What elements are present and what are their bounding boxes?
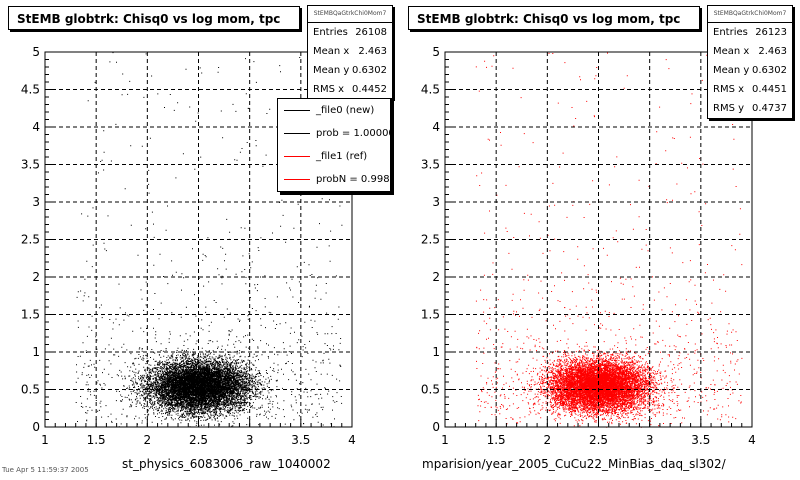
right-scatter-points (475, 52, 743, 428)
left-y-tick-label-2: 1 (32, 345, 40, 359)
right-y-tick-label-1: 0.5 (421, 383, 440, 397)
right-y-tick-label-9: 4.5 (421, 83, 440, 97)
right-y-tick-label-8: 4 (432, 120, 440, 134)
legend-entry-file1: _file1 (ref) (278, 145, 390, 168)
legend-line-prob (284, 133, 310, 134)
right-x-axis: 1 1.5 2 2.5 3 3.5 4 (441, 419, 756, 447)
right-x-tick-label-0: 1 (441, 433, 449, 447)
right-stats-rms-x: RMS x 0.4451 (713, 84, 787, 95)
left-stats-name: StEMBQaGtrkChi0Mom7 (308, 6, 392, 23)
left-x-tick-label-5: 3.5 (291, 433, 310, 447)
right-x-tick-label-5: 3.5 (691, 433, 710, 447)
left-y-tick-label-4: 2 (32, 270, 40, 284)
right-y-tick-label-2: 1 (432, 345, 440, 359)
right-y-axis: 0 0.5 1 1.5 2 2.5 3 3.5 4 4.5 5 (421, 45, 453, 434)
legend-box: _file0 (new) prob = 1.000000 _file1 (ref… (277, 98, 391, 192)
right-y-tick-label-10: 5 (432, 45, 440, 59)
left-x-tick-label-3: 2.5 (189, 433, 208, 447)
left-point-cloud (75, 52, 343, 428)
left-y-tick-label-0: 0 (32, 420, 40, 434)
left-stats-mean-x: Mean x 2.463 (313, 46, 387, 57)
legend-line-probn (284, 179, 310, 180)
right-y-tick-label-4: 2 (432, 270, 440, 284)
right-x-tick-label-2: 2 (544, 433, 552, 447)
left-x-axis: 1 1.5 2 2.5 3 3.5 4 (41, 419, 356, 447)
right-x-axis-title: mparision/year_2005_CuCu22_MinBias_daq_s… (422, 457, 726, 471)
right-grid (445, 52, 752, 427)
left-x-tick-label-1: 1.5 (87, 433, 106, 447)
left-stats-mean-y: Mean y 0.6302 (313, 65, 387, 76)
left-y-tick-label-1: 0.5 (21, 383, 40, 397)
right-y-tick-label-3: 1.5 (421, 308, 440, 322)
left-x-tick-label-4: 3 (246, 433, 254, 447)
left-y-tick-label-8: 4 (32, 120, 40, 134)
left-stats-entries: Entries 26108 (313, 27, 387, 38)
legend-entry-file0: _file0 (new) (278, 99, 390, 122)
left-y-tick-label-6: 3 (32, 195, 40, 209)
left-plot-title: StEMB globtrk: Chisq0 vs log mom, tpc (8, 6, 300, 30)
left-plot-panel: 1 1.5 2 2.5 3 3.5 4 0 0.5 1 1.5 2 2.5 3 3.5 4 4.5 5 StEMB… (2, 5, 393, 474)
right-stats-entries: Entries 26123 (713, 27, 787, 38)
right-plot-title: StEMB globtrk: Chisq0 vs log mom, tpc (408, 6, 700, 30)
right-x-tick-label-1: 1.5 (487, 433, 506, 447)
right-stats-rms-y: RMS y 0.4737 (713, 103, 787, 114)
right-stats-mean-x: Mean x 2.463 (713, 46, 787, 57)
right-scatter-plot: 1 1.5 2 2.5 3 3.5 4 0 0.5 1 1.5 2 2.5 3 3.5 4 4.5 5 (421, 45, 756, 447)
left-x-tick-label-0: 1 (41, 433, 49, 447)
right-y-tick-label-7: 3.5 (421, 158, 440, 172)
left-x-axis-title: st_physics_6083006_raw_1040002 (122, 457, 331, 471)
right-stats-name: StEMBQaGtrkChi0Mom7 (708, 6, 792, 23)
legend-line-file1 (284, 156, 310, 157)
left-y-tick-label-7: 3.5 (21, 158, 40, 172)
left-y-tick-label-10: 5 (32, 45, 40, 59)
legend-line-file0 (284, 110, 310, 111)
left-y-tick-label-5: 2.5 (21, 233, 40, 247)
left-x-tick-label-6: 4 (348, 433, 356, 447)
timestamp-text: Tue Apr 5 11:59:37 2005 (2, 466, 89, 474)
right-x-tick-label-3: 2.5 (589, 433, 608, 447)
legend-entry-prob: prob = 1.000000 (278, 122, 390, 145)
right-x-tick-label-6: 4 (748, 433, 756, 447)
right-y-tick-label-5: 2.5 (421, 233, 440, 247)
right-plot-panel: 1 1.5 2 2.5 3 3.5 4 0 0.5 1 1.5 2 2.5 3 3.5 4 4.5 5 StEMB… (400, 0, 800, 480)
left-y-tick-label-9: 4.5 (21, 83, 40, 97)
left-y-axis: 0 0.5 1 1.5 2 2.5 3 3.5 4 4.5 5 (21, 45, 53, 434)
left-x-tick-label-2: 2 (144, 433, 152, 447)
right-point-cloud (475, 52, 743, 428)
right-y-tick-label-6: 3 (432, 195, 440, 209)
right-y-tick-label-0: 0 (432, 420, 440, 434)
left-y-tick-label-3: 1.5 (21, 308, 40, 322)
right-stats-mean-y: Mean y 0.6302 (713, 65, 787, 76)
left-scatter-points (75, 52, 343, 428)
right-x-tick-label-4: 3 (646, 433, 654, 447)
legend-entry-probn: probN = 0.998600 (278, 168, 390, 191)
left-stats-rms-x: RMS x 0.4452 (313, 84, 387, 95)
